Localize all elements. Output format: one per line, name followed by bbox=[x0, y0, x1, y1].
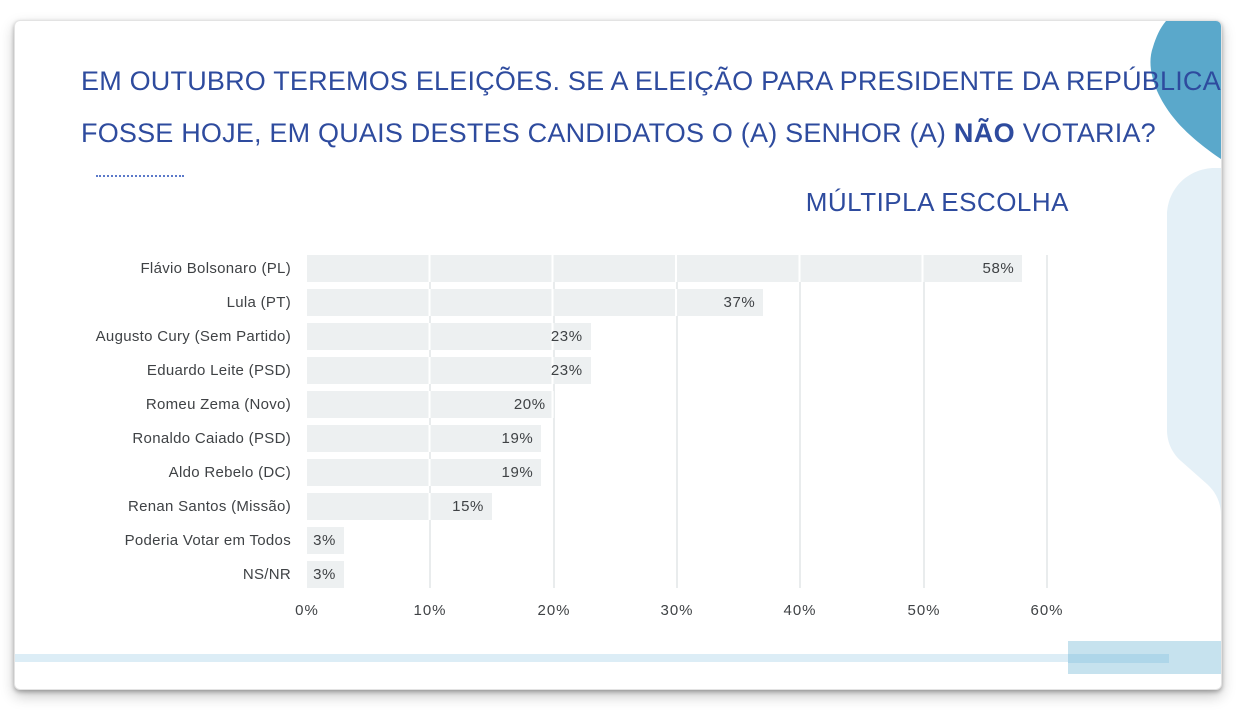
category-label: Augusto Cury (Sem Partido) bbox=[95, 328, 291, 345]
bar: 58% bbox=[307, 255, 1023, 282]
bar-row: Ronaldo Caiado (PSD) 19% bbox=[15, 425, 1060, 459]
gridline bbox=[799, 255, 801, 588]
bar-value-label: 19% bbox=[501, 430, 534, 447]
bar-value-label: 19% bbox=[501, 464, 534, 481]
bar: 37% bbox=[307, 289, 764, 316]
bar: 19% bbox=[307, 459, 542, 486]
x-tick-label: 20% bbox=[537, 602, 571, 619]
category-label: NS/NR bbox=[242, 566, 291, 583]
bar-value-label: 15% bbox=[452, 498, 484, 515]
bottom-right-accent-inner bbox=[1068, 654, 1169, 663]
bar-row: Aldo Rebelo (DC) 19% bbox=[15, 459, 1060, 493]
slide-title-line2: FOSSE HOJE, EM QUAIS DESTES CANDIDATOS O… bbox=[81, 107, 1156, 159]
bar-chart: Flávio Bolsonaro (PL) 58% Lula (PT) 37% Augu… bbox=[15, 253, 1075, 643]
gridline bbox=[676, 255, 678, 588]
gridline bbox=[1046, 255, 1048, 588]
bar-value-label: 58% bbox=[982, 260, 1015, 277]
x-tick-label: 40% bbox=[783, 602, 817, 619]
category-label: Flávio Bolsonaro (PL) bbox=[140, 260, 291, 277]
bar-row: Lula (PT) 37% bbox=[15, 289, 1060, 323]
x-tick-label: 50% bbox=[907, 602, 941, 619]
bar: 23% bbox=[307, 357, 591, 384]
bar-row: Poderia Votar em Todos 3% bbox=[15, 527, 1060, 561]
gridline bbox=[553, 255, 555, 588]
bar: 3% bbox=[307, 527, 344, 554]
bar-row: Renan Santos (Missão) 15% bbox=[15, 493, 1060, 527]
bar-row: NS/NR 3% bbox=[15, 561, 1060, 595]
category-label: Eduardo Leite (PSD) bbox=[146, 362, 291, 379]
category-label: Ronaldo Caiado (PSD) bbox=[132, 430, 291, 447]
rounded-side-shape bbox=[1167, 168, 1221, 515]
category-label: Renan Santos (Missão) bbox=[127, 498, 291, 515]
x-axis: 0% 10% 20% 30% 40% 50% 60% bbox=[295, 602, 1062, 626]
gridline bbox=[429, 255, 431, 588]
slide-title: EM OUTUBRO TEREMOS ELEIÇÕES. SE A ELEIÇÃ… bbox=[81, 55, 1221, 159]
category-label: Lula (PT) bbox=[226, 294, 291, 311]
slide-title-line2-suffix: VOTARIA? bbox=[1015, 118, 1156, 148]
bar-value-label: 3% bbox=[313, 532, 336, 549]
bar-row: Augusto Cury (Sem Partido) 23% bbox=[15, 323, 1060, 357]
x-tick-label: 30% bbox=[660, 602, 694, 619]
x-tick-label: 10% bbox=[413, 602, 447, 619]
category-label: Romeu Zema (Novo) bbox=[145, 396, 291, 413]
bar: 3% bbox=[307, 561, 344, 588]
bar: 23% bbox=[307, 323, 591, 350]
x-tick-label: 0% bbox=[295, 602, 319, 619]
slide-title-nao-emphasis: NÃO bbox=[953, 118, 1016, 148]
bar-value-label: 23% bbox=[550, 328, 583, 345]
bar-row: Flávio Bolsonaro (PL) 58% bbox=[15, 255, 1060, 289]
bar-row: Eduardo Leite (PSD) 23% bbox=[15, 357, 1060, 391]
x-tick-label: 60% bbox=[1030, 602, 1064, 619]
dotted-underline bbox=[96, 171, 184, 177]
bar-value-label: 23% bbox=[550, 362, 583, 379]
gridline bbox=[923, 255, 925, 588]
bar: 15% bbox=[307, 493, 492, 520]
bar-value-label: 37% bbox=[723, 294, 756, 311]
chart-subtitle: MÚLTIPLA ESCOLHA bbox=[805, 187, 1069, 217]
slide-title-line1: EM OUTUBRO TEREMOS ELEIÇÕES. SE A ELEIÇÃ… bbox=[81, 66, 1221, 96]
category-label: Poderia Votar em Todos bbox=[124, 532, 291, 549]
bar: 20% bbox=[307, 391, 554, 418]
bar-value-label: 3% bbox=[313, 566, 336, 583]
bar: 19% bbox=[307, 425, 542, 452]
bar-value-label: 20% bbox=[513, 396, 546, 413]
slide-title-line2-prefix: FOSSE HOJE, EM QUAIS DESTES CANDIDATOS O… bbox=[81, 118, 954, 148]
bar-row: Romeu Zema (Novo) 20% bbox=[15, 391, 1060, 425]
bottom-accent-strip bbox=[15, 654, 1221, 662]
category-label: Aldo Rebelo (DC) bbox=[168, 464, 291, 481]
teardrop-shape bbox=[1150, 21, 1221, 159]
presentation-slide: EM OUTUBRO TEREMOS ELEIÇÕES. SE A ELEIÇÃ… bbox=[14, 20, 1222, 690]
